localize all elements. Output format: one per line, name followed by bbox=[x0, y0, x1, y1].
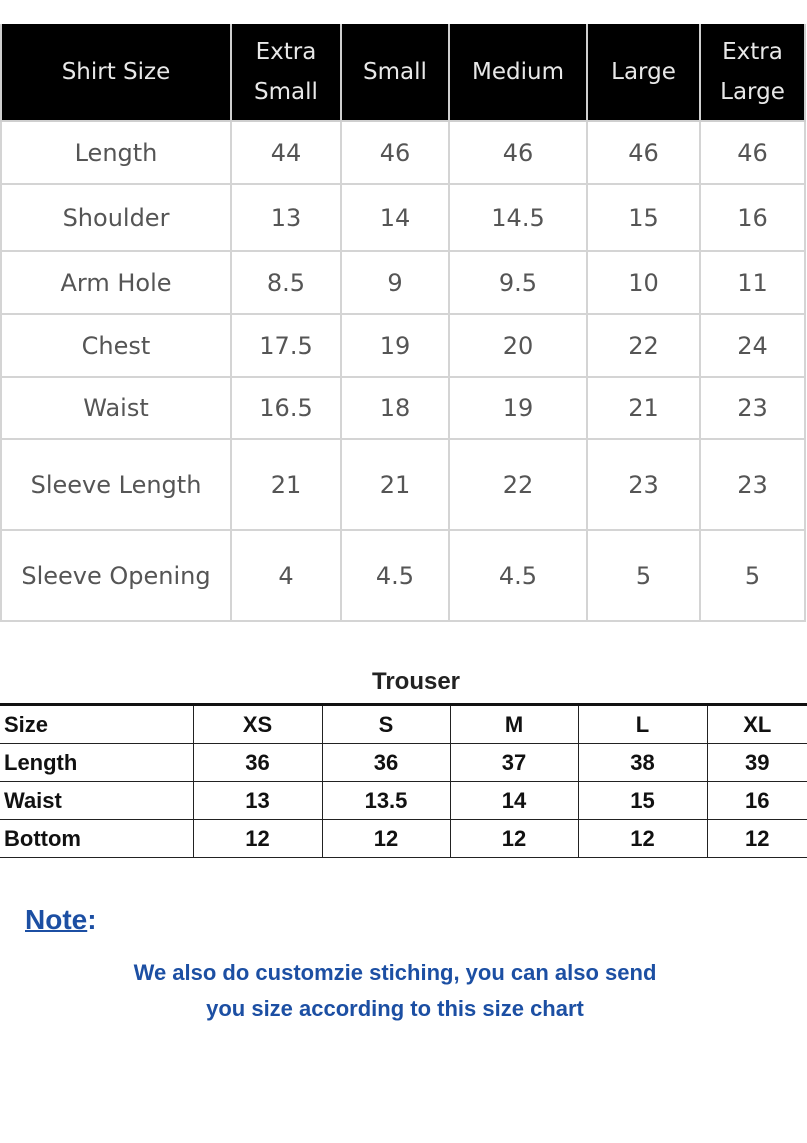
shirt-size-table: Shirt Size Extra Small Small Medium Large Ext… bbox=[0, 24, 806, 622]
table-cell: 46 bbox=[448, 120, 588, 185]
table-cell: 10 bbox=[586, 250, 701, 315]
column-header: Size bbox=[0, 703, 194, 744]
table-cell: 22 bbox=[448, 438, 588, 531]
table-cell: 12 bbox=[192, 819, 323, 858]
table-row: Length 44 46 46 46 46 bbox=[0, 120, 806, 185]
table-cell: 21 bbox=[230, 438, 342, 531]
note-colon: : bbox=[87, 904, 97, 935]
table-cell: 19 bbox=[340, 313, 450, 378]
table-cell: 21 bbox=[586, 376, 701, 440]
table-cell: 4.5 bbox=[340, 529, 450, 622]
column-header: S bbox=[321, 703, 451, 744]
table-cell: 13.5 bbox=[321, 781, 451, 820]
table-row: Arm Hole 8.5 9 9.5 10 11 bbox=[0, 250, 806, 315]
table-row: Waist 16.5 18 19 21 23 bbox=[0, 376, 806, 440]
table-cell: 9.5 bbox=[448, 250, 588, 315]
shirt-header-row: Shirt Size Extra Small Small Medium Large Ext… bbox=[0, 24, 806, 122]
table-cell: 15 bbox=[586, 183, 701, 252]
note-heading: Note: bbox=[25, 904, 97, 936]
table-cell: 12 bbox=[449, 819, 579, 858]
trouser-size-table: Size XS S M L XL Length 36 36 37 38 39 Waist 13 13.5 14… bbox=[0, 703, 807, 858]
row-label: Sleeve Opening bbox=[0, 529, 232, 622]
table-cell: 15 bbox=[577, 781, 708, 820]
table-cell: 20 bbox=[448, 313, 588, 378]
table-cell: 16.5 bbox=[230, 376, 342, 440]
table-row: Chest 17.5 19 20 22 24 bbox=[0, 313, 806, 378]
table-cell: 46 bbox=[340, 120, 450, 185]
table-cell: 38 bbox=[577, 743, 708, 782]
table-row: Length 36 36 37 38 39 bbox=[0, 743, 807, 782]
table-cell: 16 bbox=[699, 183, 806, 252]
row-label: Arm Hole bbox=[0, 250, 232, 315]
trouser-header-row: Size XS S M L XL bbox=[0, 703, 807, 744]
trouser-title: Trouser bbox=[371, 668, 461, 695]
table-cell: 23 bbox=[586, 438, 701, 531]
table-cell: 46 bbox=[699, 120, 806, 185]
row-label: Length bbox=[0, 120, 232, 185]
table-cell: 19 bbox=[448, 376, 588, 440]
table-cell: 4.5 bbox=[448, 529, 588, 622]
table-cell: 36 bbox=[321, 743, 451, 782]
table-row: Waist 13 13.5 14 15 16 bbox=[0, 781, 807, 820]
note-heading-text: Note bbox=[25, 904, 88, 935]
table-cell: 13 bbox=[192, 781, 323, 820]
column-header: Shirt Size bbox=[0, 24, 232, 122]
column-header: Large bbox=[586, 24, 701, 122]
table-cell: 24 bbox=[699, 313, 806, 378]
table-row: Bottom 12 12 12 12 12 bbox=[0, 819, 807, 858]
table-cell: 23 bbox=[699, 376, 806, 440]
column-header: XL bbox=[706, 703, 807, 744]
table-cell: 37 bbox=[449, 743, 579, 782]
table-cell: 12 bbox=[706, 819, 807, 858]
column-header: Extra Small bbox=[230, 24, 342, 122]
note-text: We also do customzie stiching, you can a… bbox=[0, 955, 790, 1027]
table-row: Shoulder 13 14 14.5 15 16 bbox=[0, 183, 806, 252]
table-row: Sleeve Opening 4 4.5 4.5 5 5 bbox=[0, 529, 806, 622]
column-header: XS bbox=[192, 703, 323, 744]
table-cell: 11 bbox=[699, 250, 806, 315]
column-header: Small bbox=[340, 24, 450, 122]
column-header: Medium bbox=[448, 24, 588, 122]
row-label: Length bbox=[0, 743, 194, 782]
row-label: Waist bbox=[0, 376, 232, 440]
table-cell: 22 bbox=[586, 313, 701, 378]
note-line-2: you size according to this size chart bbox=[206, 996, 584, 1021]
row-label: Bottom bbox=[0, 819, 194, 858]
table-cell: 8.5 bbox=[230, 250, 342, 315]
table-cell: 18 bbox=[340, 376, 450, 440]
table-cell: 14 bbox=[449, 781, 579, 820]
table-cell: 17.5 bbox=[230, 313, 342, 378]
row-label: Sleeve Length bbox=[0, 438, 232, 531]
table-cell: 9 bbox=[340, 250, 450, 315]
table-cell: 14 bbox=[340, 183, 450, 252]
table-cell: 5 bbox=[699, 529, 806, 622]
row-label: Shoulder bbox=[0, 183, 232, 252]
column-header: L bbox=[577, 703, 708, 744]
table-cell: 39 bbox=[706, 743, 807, 782]
column-header: Extra Large bbox=[699, 24, 806, 122]
row-label: Chest bbox=[0, 313, 232, 378]
table-cell: 44 bbox=[230, 120, 342, 185]
table-cell: 46 bbox=[586, 120, 701, 185]
note-line-1: We also do customzie stiching, you can a… bbox=[133, 960, 657, 985]
table-cell: 21 bbox=[340, 438, 450, 531]
table-cell: 4 bbox=[230, 529, 342, 622]
table-cell: 12 bbox=[321, 819, 451, 858]
table-cell: 12 bbox=[577, 819, 708, 858]
column-header: M bbox=[449, 703, 579, 744]
table-cell: 16 bbox=[706, 781, 807, 820]
table-cell: 23 bbox=[699, 438, 806, 531]
table-cell: 13 bbox=[230, 183, 342, 252]
table-cell: 14.5 bbox=[448, 183, 588, 252]
row-label: Waist bbox=[0, 781, 194, 820]
table-cell: 36 bbox=[192, 743, 323, 782]
table-row: Sleeve Length 21 21 22 23 23 bbox=[0, 438, 806, 531]
table-cell: 5 bbox=[586, 529, 701, 622]
